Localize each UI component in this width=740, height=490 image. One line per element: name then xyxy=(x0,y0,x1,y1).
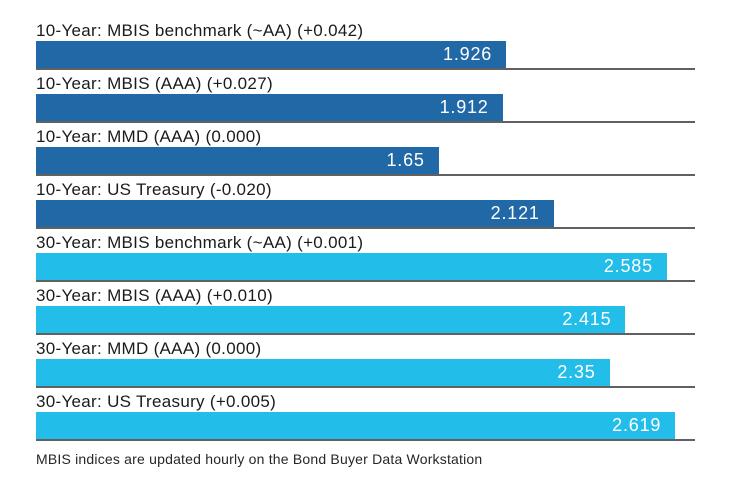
bar-label: 30-Year: MBIS benchmark (~AA) (+0.001) xyxy=(36,233,364,252)
bar: 2.619 xyxy=(36,412,676,439)
bar: 1.65 xyxy=(36,147,439,174)
bar-value: 2.415 xyxy=(562,309,612,329)
bar: 2.35 xyxy=(36,359,610,386)
bar-value: 1.912 xyxy=(439,97,489,117)
chart-row: 30-Year: MBIS (AAA) (+0.010) 2.415 xyxy=(36,285,695,335)
bar-label: 10-Year: US Treasury (-0.020) xyxy=(36,180,272,199)
bar-value: 2.35 xyxy=(557,362,596,382)
bar-track: 2.619 xyxy=(36,412,695,441)
chart-rows: 10-Year: MBIS benchmark (~AA) (+0.042) 1… xyxy=(36,20,695,441)
chart-row: 10-Year: MBIS (AAA) (+0.027) 1.912 xyxy=(36,73,695,123)
bar-track: 1.926 xyxy=(36,41,695,70)
bar: 1.926 xyxy=(36,41,507,68)
bar-track: 2.35 xyxy=(36,359,695,388)
chart-row: 10-Year: US Treasury (-0.020) 2.121 xyxy=(36,179,695,229)
bar-label: 10-Year: MBIS benchmark (~AA) (+0.042) xyxy=(36,21,364,40)
bar-track: 2.121 xyxy=(36,200,695,229)
bar-value: 1.926 xyxy=(443,44,493,64)
bar-label: 30-Year: MMD (AAA) (0.000) xyxy=(36,339,262,358)
bar-track: 2.415 xyxy=(36,306,695,335)
bar: 2.415 xyxy=(36,306,626,333)
bar: 2.585 xyxy=(36,253,667,280)
bar-track: 1.912 xyxy=(36,94,695,123)
bar-label: 10-Year: MBIS (AAA) (+0.027) xyxy=(36,74,273,93)
chart-row: 10-Year: MBIS benchmark (~AA) (+0.042) 1… xyxy=(36,20,695,70)
chart-row: 10-Year: MMD (AAA) (0.000) 1.65 xyxy=(36,126,695,176)
bar-value: 2.585 xyxy=(603,256,653,276)
bar-value: 2.121 xyxy=(490,203,540,223)
bar-value: 2.619 xyxy=(612,415,662,435)
chart-row: 30-Year: US Treasury (+0.005) 2.619 xyxy=(36,391,695,441)
chart-footnote: MBIS indices are updated hourly on the B… xyxy=(36,451,483,467)
bar-value: 1.65 xyxy=(386,150,425,170)
bar-track: 2.585 xyxy=(36,253,695,282)
bar-label: 10-Year: MMD (AAA) (0.000) xyxy=(36,127,262,146)
yield-bar-chart: 10-Year: MBIS benchmark (~AA) (+0.042) 1… xyxy=(36,20,695,467)
bar: 2.121 xyxy=(36,200,554,227)
bar-track: 1.65 xyxy=(36,147,695,176)
chart-row: 30-Year: MBIS benchmark (~AA) (+0.001) 2… xyxy=(36,232,695,282)
bar: 1.912 xyxy=(36,94,503,121)
bar-label: 30-Year: MBIS (AAA) (+0.010) xyxy=(36,286,273,305)
chart-row: 30-Year: MMD (AAA) (0.000) 2.35 xyxy=(36,338,695,388)
bar-label: 30-Year: US Treasury (+0.005) xyxy=(36,392,277,411)
